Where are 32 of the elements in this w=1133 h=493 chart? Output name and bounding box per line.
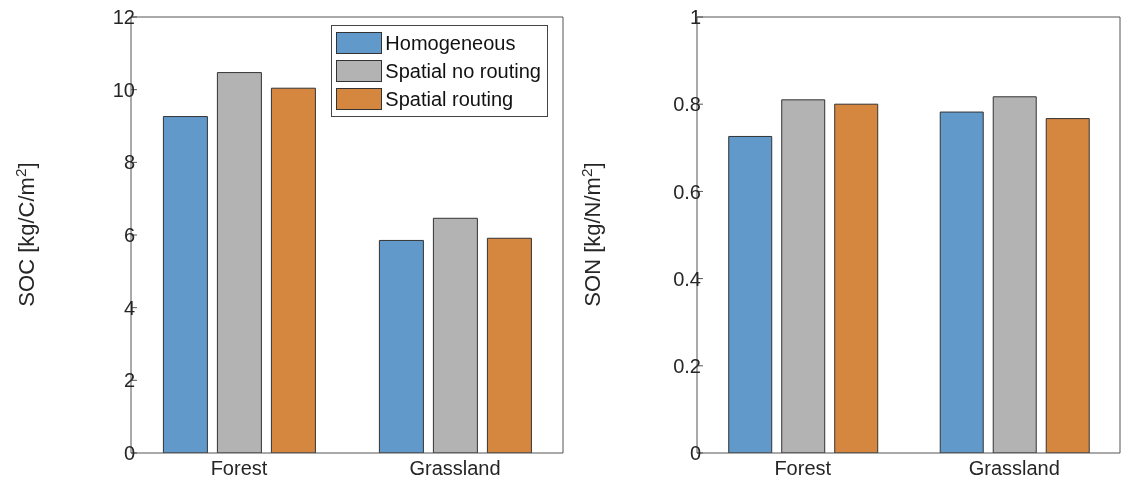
y-tick-label: 0.4 xyxy=(673,267,701,290)
bar xyxy=(728,135,773,453)
bar xyxy=(781,99,826,453)
bar xyxy=(216,72,262,453)
y-tick-label: 8 xyxy=(123,151,135,174)
y-tick-label: 0.6 xyxy=(673,180,701,203)
bar xyxy=(486,237,532,453)
y-tick-label: 4 xyxy=(123,296,135,319)
y-tick-label: 0.2 xyxy=(673,354,701,377)
y-tick-label: 2 xyxy=(123,369,135,392)
y-tick-label: 6 xyxy=(123,224,135,247)
y-tick-label: 12 xyxy=(112,6,135,29)
y-tick-label: 0 xyxy=(689,442,701,465)
legend-label: Homogeneous xyxy=(385,31,516,56)
bar xyxy=(939,111,984,453)
bar xyxy=(992,96,1037,453)
bar xyxy=(1045,118,1090,453)
y-tick-label: 0.8 xyxy=(673,93,701,116)
legend-label: Spatial routing xyxy=(385,87,514,112)
bar xyxy=(162,116,208,453)
x-tick-label: Forest xyxy=(774,457,832,480)
y-tick-label: 0 xyxy=(123,442,135,465)
x-tick-label: Grassland xyxy=(968,457,1060,480)
legend-label: Spatial no routing xyxy=(385,59,541,84)
bar xyxy=(270,87,316,453)
x-tick-label: Grassland xyxy=(409,457,501,480)
x-tick-label: Forest xyxy=(210,457,268,480)
y-tick-label: 1 xyxy=(689,6,701,29)
bar xyxy=(834,103,879,453)
bar xyxy=(432,217,478,453)
bar xyxy=(378,239,424,453)
y-tick-label: 10 xyxy=(112,78,135,101)
